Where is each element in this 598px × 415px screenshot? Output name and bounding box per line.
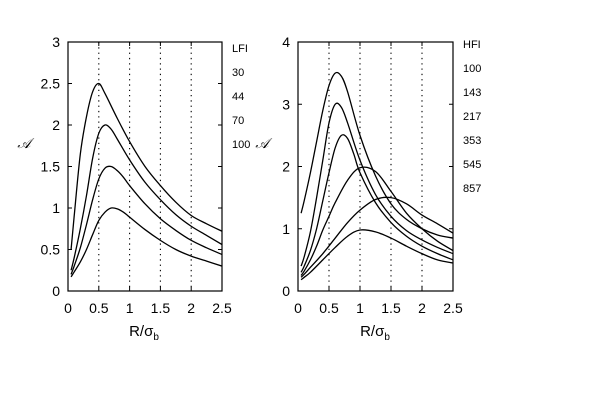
series-line-1 xyxy=(70,124,222,271)
x-tick-label-3: 1.5 xyxy=(381,300,401,316)
series-line-1 xyxy=(300,102,453,267)
y-tick-label-0: 0 xyxy=(52,283,60,299)
y-tick-label-6: 3 xyxy=(52,34,60,50)
legend-entry-5: 857 xyxy=(463,183,481,195)
legend-entry-3: 353 xyxy=(463,135,481,147)
x-tick-label-2: 1 xyxy=(356,300,364,316)
legend-entry-3: 100 xyxy=(232,139,250,151)
series-line-0 xyxy=(300,71,453,239)
legend-title: HFI xyxy=(463,39,481,51)
x-tick-label-4: 2 xyxy=(418,300,426,316)
right-chart-hfi: 0 0.5 1 1.5 2 2.5 0 1 2 3 4 R/σb 𝒜 HFI 100 143 217 353 545… xyxy=(255,34,481,343)
series-line-0 xyxy=(70,82,222,250)
y-tick-label-3: 1.5 xyxy=(41,159,61,175)
series-line-2 xyxy=(70,165,222,275)
legend-entry-0: 100 xyxy=(463,63,481,75)
y-tick-label-3: 3 xyxy=(282,96,290,112)
y-axis-label: 𝒜 xyxy=(17,136,34,152)
series-line-2 xyxy=(300,134,453,273)
legend-title: LFI xyxy=(232,43,248,55)
legend-entry-0: 30 xyxy=(232,67,244,79)
legend-entry-2: 70 xyxy=(232,115,244,127)
series-line-4 xyxy=(300,196,453,278)
legend-entry-1: 143 xyxy=(463,87,481,99)
x-axis-label: R/σb xyxy=(129,323,159,343)
y-tick-label-5: 2.5 xyxy=(41,76,61,92)
y-axis-label: 𝒜 xyxy=(255,136,272,152)
series-line-3 xyxy=(70,207,222,278)
legend-entry-4: 545 xyxy=(463,159,481,171)
series-line-3 xyxy=(300,166,453,276)
legend-entry-1: 44 xyxy=(232,91,244,103)
x-tick-label-4: 2 xyxy=(187,300,195,316)
x-tick-label-3: 1.5 xyxy=(151,300,171,316)
y-tick-label-1: 0.5 xyxy=(41,242,61,258)
x-tick-label-5: 2.5 xyxy=(443,300,463,316)
y-tick-label-4: 4 xyxy=(282,34,290,50)
x-axis-label: R/σb xyxy=(360,323,390,343)
x-tick-label-0: 0 xyxy=(64,300,72,316)
x-tick-label-2: 1 xyxy=(126,300,134,316)
x-tick-label-1: 0.5 xyxy=(319,300,339,316)
x-tick-label-5: 2.5 xyxy=(212,300,232,316)
x-tick-label-0: 0 xyxy=(294,300,302,316)
series-line-5 xyxy=(300,229,453,281)
y-tick-label-1: 1 xyxy=(282,221,290,237)
legend-entry-2: 217 xyxy=(463,111,481,123)
y-tick-label-0: 0 xyxy=(282,283,290,299)
x-tick-label-1: 0.5 xyxy=(89,300,109,316)
y-tick-label-4: 2 xyxy=(52,117,60,133)
y-tick-label-2: 2 xyxy=(282,159,290,175)
left-chart-lfi: 0 0.5 1 1.5 2 2.5 0 0.5 1 1.5 2 2.5 3 R/σb 𝒜 LFI 30 44 70 1… xyxy=(17,34,250,343)
y-tick-label-2: 1 xyxy=(52,200,60,216)
